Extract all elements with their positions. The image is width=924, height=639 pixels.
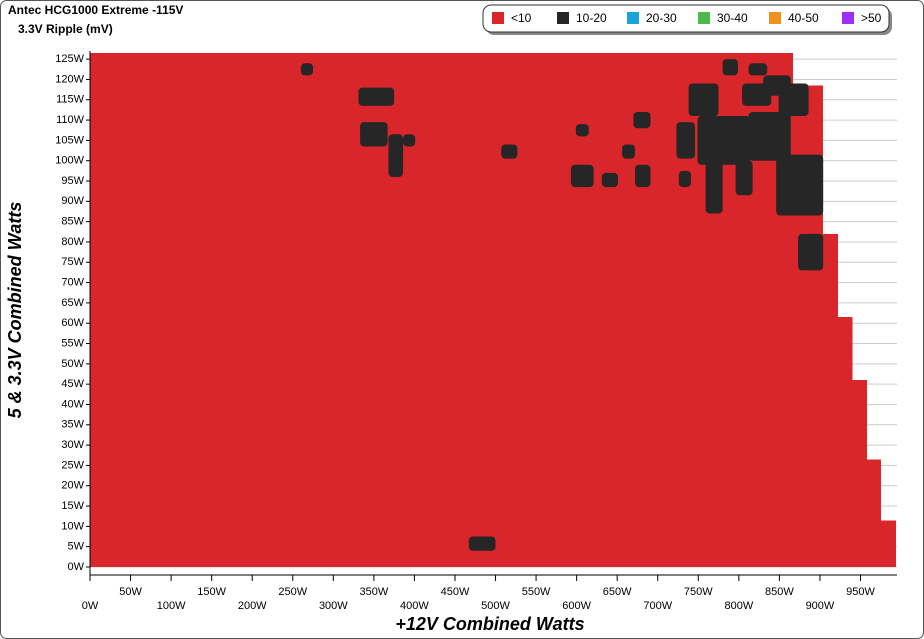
- chart-title: Antec HCG1000 Extreme -115V: [8, 3, 183, 17]
- legend-swatch: [627, 12, 639, 24]
- chart-subtitle: 3.3V Ripple (mV): [18, 22, 113, 36]
- y-tick-label: 100W: [55, 155, 84, 167]
- x-tick-label: 800W: [724, 600, 753, 612]
- y-tick-label: 70W: [61, 276, 84, 288]
- y-tick-label: 10W: [61, 520, 84, 532]
- x-tick-label: 550W: [522, 586, 551, 598]
- legend-swatch: [769, 12, 781, 24]
- x-tick-label: 850W: [765, 586, 794, 598]
- y-tick-label: 25W: [61, 459, 84, 471]
- y-tick-label: 85W: [61, 216, 84, 228]
- x-tick-label: 600W: [562, 600, 591, 612]
- y-tick-label: 20W: [61, 480, 84, 492]
- cell: [688, 83, 719, 117]
- y-tick-label: 120W: [55, 73, 84, 85]
- x-tick-label: 300W: [319, 600, 348, 612]
- y-tick-label: 50W: [61, 358, 84, 370]
- x-tick-label: 350W: [359, 586, 388, 598]
- x-tick-label: 900W: [806, 600, 835, 612]
- x-tick-label: 50W: [119, 586, 142, 598]
- cell: [678, 170, 691, 188]
- x-tick-label: 500W: [481, 600, 510, 612]
- legend-swatch: [492, 12, 504, 24]
- cell: [388, 134, 404, 177]
- cell: [358, 87, 395, 106]
- cell: [570, 164, 594, 188]
- legend-label: >50: [861, 11, 882, 25]
- cell: [697, 116, 751, 165]
- cell: [748, 63, 768, 76]
- cell: [748, 111, 791, 161]
- y-tick-label: 110W: [56, 114, 85, 126]
- legend-swatch: [698, 12, 710, 24]
- cell: [403, 134, 416, 147]
- axes: 0W 5W 10W 15W 20W 25W 30W 35W 40W 45W 50W 55W 60W 65W…: [55, 51, 897, 612]
- x-tick-label: 200W: [238, 600, 267, 612]
- region-band: [90, 459, 881, 521]
- y-tick-label: 55W: [61, 337, 84, 349]
- region-band: [90, 317, 853, 381]
- region-band: [90, 53, 794, 86]
- cell: [735, 160, 753, 196]
- y-tick-label: 60W: [61, 317, 84, 329]
- legend-label: <10: [511, 11, 532, 25]
- y-tick-label: 125W: [55, 53, 84, 65]
- legend-label: 40-50: [788, 11, 819, 25]
- y-tick-label: 35W: [61, 419, 84, 431]
- y-tick-label: 30W: [61, 439, 84, 451]
- cell: [601, 172, 618, 188]
- y-tick-label: 80W: [61, 236, 84, 248]
- y-tick-label: 90W: [61, 195, 84, 207]
- legend-label: 10-20: [576, 11, 607, 25]
- cell: [635, 164, 651, 188]
- cell: [778, 83, 809, 117]
- x-tick-label: 400W: [400, 600, 429, 612]
- y-tick-label: 105W: [55, 134, 84, 146]
- cell: [798, 233, 824, 271]
- y-tick-label: 0W: [68, 561, 85, 573]
- legend: <10 10-20 20-30 30-40 40-50 >50: [482, 4, 892, 35]
- cell: [633, 111, 651, 129]
- x-tick-label: 100W: [157, 600, 186, 612]
- y-tick-label: 5W: [68, 541, 85, 553]
- y-tick-label: 45W: [61, 378, 84, 390]
- x-tick-label: 950W: [846, 586, 875, 598]
- cell: [360, 122, 388, 147]
- cell: [575, 124, 589, 137]
- legend-label: 20-30: [646, 11, 677, 25]
- x-tick-label: 250W: [278, 586, 307, 598]
- x-axis-title: +12V Combined Watts: [395, 614, 584, 634]
- x-tick-label: 750W: [684, 586, 713, 598]
- legend-box: [482, 4, 890, 33]
- y-tick-label: 65W: [61, 297, 84, 309]
- x-tick-label: 650W: [603, 586, 632, 598]
- cell: [705, 160, 723, 214]
- y-tick-label: 95W: [61, 175, 84, 187]
- legend-swatch: [842, 12, 854, 24]
- cell: [300, 63, 314, 76]
- y-tick-label: 115W: [56, 94, 85, 106]
- x-tick-label: 150W: [197, 586, 226, 598]
- legend-label: 30-40: [717, 11, 748, 25]
- cell: [468, 536, 496, 551]
- region-band: [90, 380, 867, 460]
- cell: [501, 144, 518, 159]
- y-tick-label: 15W: [61, 500, 84, 512]
- legend-swatch: [557, 12, 569, 24]
- cell: [622, 144, 636, 159]
- y-tick-label: 40W: [61, 398, 84, 410]
- x-tick-label: 700W: [643, 600, 672, 612]
- x-tick-label: 0W: [82, 600, 99, 612]
- region-band: [90, 233, 838, 318]
- y-axis-title: 5 & 3.3V Combined Watts: [5, 202, 25, 419]
- cell: [776, 154, 824, 216]
- x-tick-label: 450W: [441, 586, 470, 598]
- cell: [676, 122, 696, 159]
- cell: [722, 59, 739, 76]
- y-tick-label: 75W: [61, 256, 84, 268]
- plot: [90, 53, 897, 567]
